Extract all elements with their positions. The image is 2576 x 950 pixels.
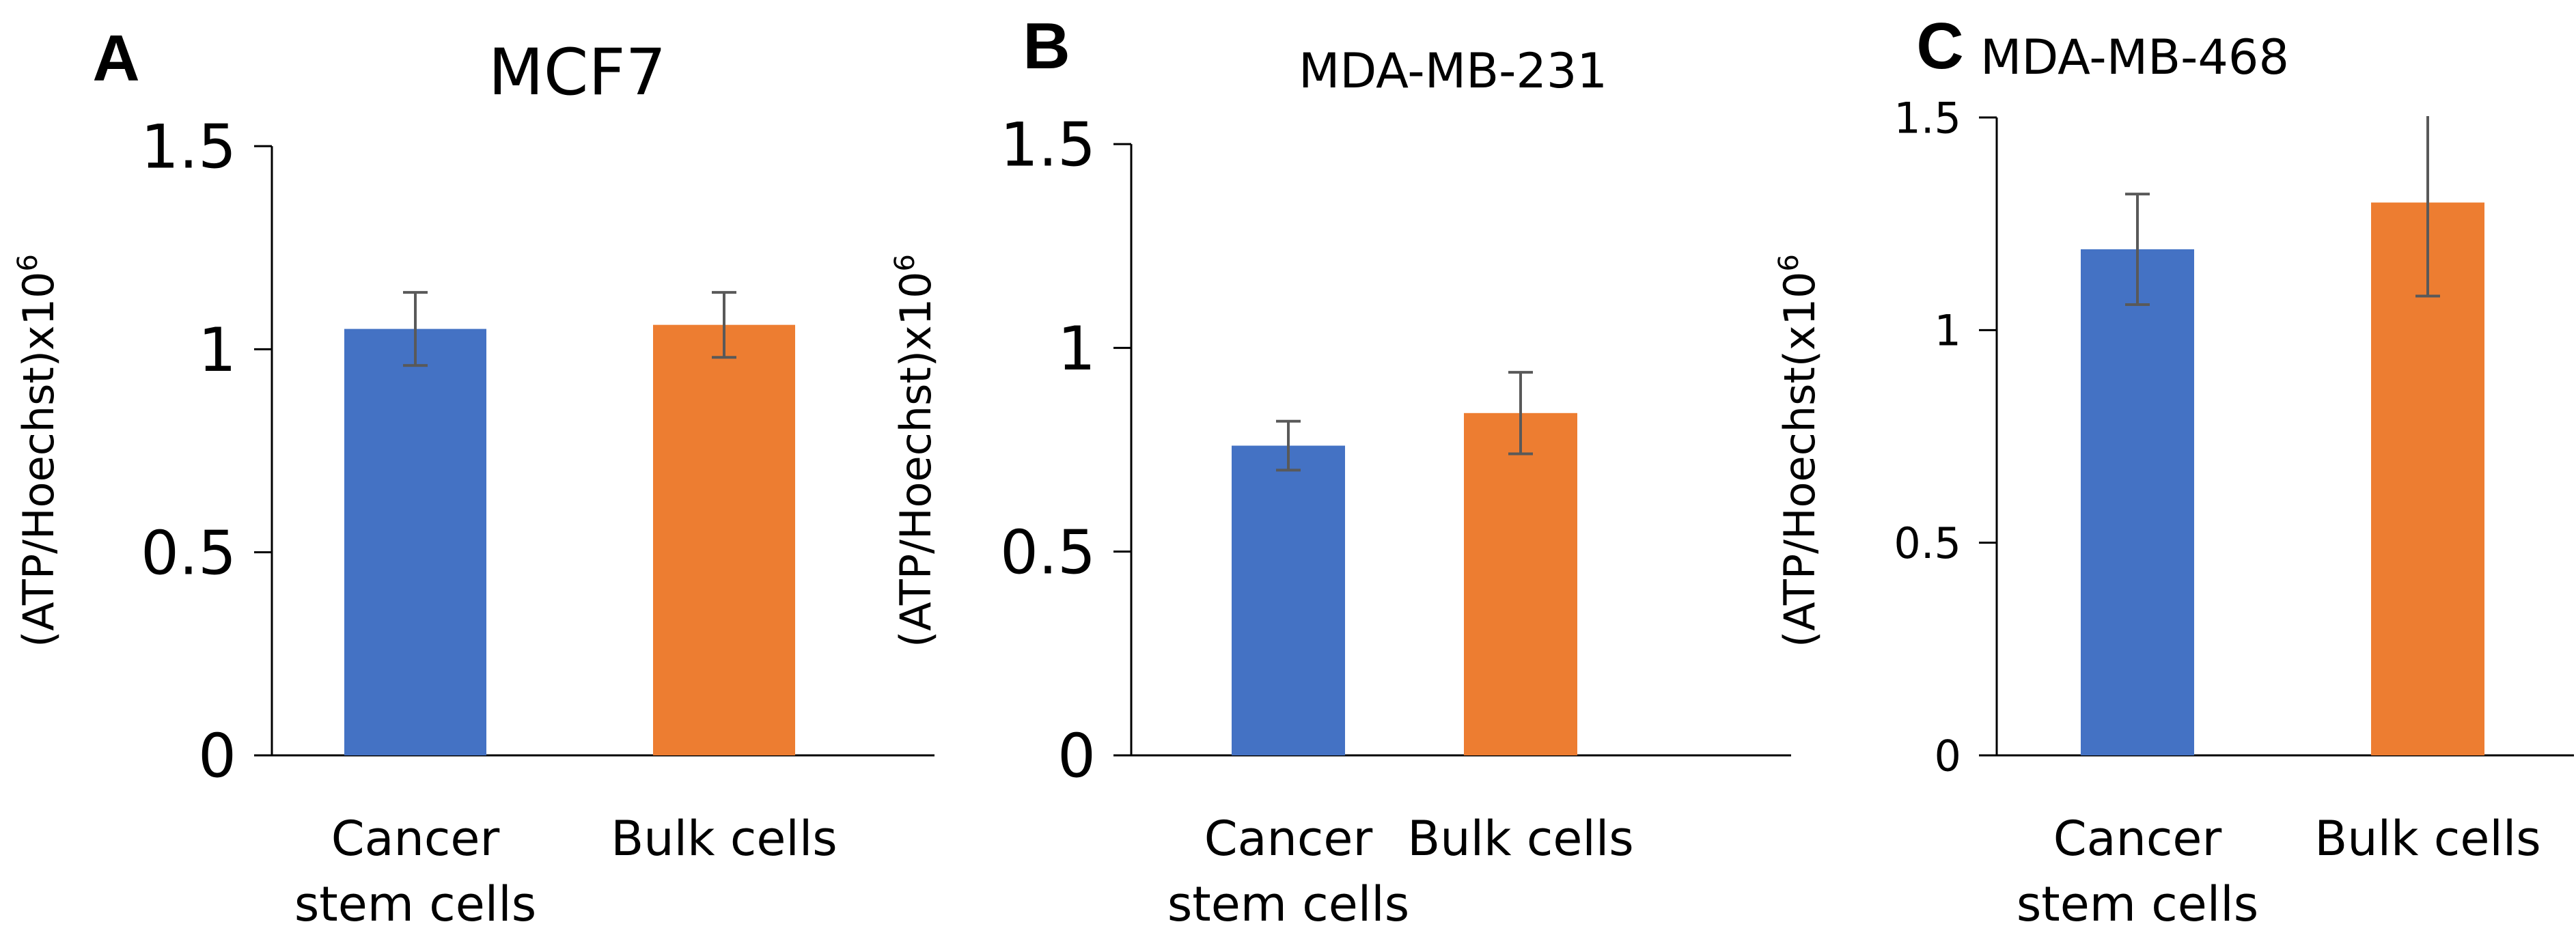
x-category-label: Cancer [2053,811,2222,867]
y-tick-label: 0 [198,721,236,792]
chart-panel-a: A MCF7(ATP/Hoechst)x10600.511.5Cancerstem… [12,22,934,932]
x-category-label: Cancer [331,811,500,867]
y-axis-label-superscript: 6 [889,254,921,271]
chart-title: MCF7 [488,36,667,110]
x-category-label: stem cells [1167,876,1409,932]
bar-bulk-cells [653,324,795,755]
y-tick-label: 1 [1935,306,1961,356]
chart-title: MDA-MB-231 [1299,43,1607,99]
y-axis-label-text: (ATP/Hoechst)x10 [14,272,64,647]
y-tick-label: 0 [1935,731,1961,781]
x-category-label: stem cells [294,876,536,932]
y-axis-label-text: (ATP/Hoechst(x10 [1775,272,1825,647]
panel-letter: B [1023,10,1070,83]
y-tick-label: 0.5 [1000,517,1096,587]
x-category-label: Bulk cells [1407,811,1634,867]
bar-cancer-stem-cells [1232,445,1345,755]
bar-cancer-stem-cells [344,329,486,756]
y-axis-label: (ATP/Hoechst(x106 [1773,254,1825,647]
chart-title: MDA-MB-468 [1980,29,2289,85]
x-category-label: Bulk cells [611,811,837,867]
y-axis-label-text: (ATP/Hoechst)x10 [891,272,941,647]
y-tick-label: 1.5 [141,112,236,182]
y-tick-label: 0.5 [1894,518,1961,568]
panel-letter: C [1916,10,1963,83]
chart-panel-c: C MDA-MB-468 (ATP/Hoechst(x106 0 0.5 1 1.5 Canc… [1773,10,2574,932]
y-axis-label-superscript: 6 [12,254,44,271]
y-tick-label: 0.5 [141,518,236,588]
x-category-label: stem cells [2017,876,2258,932]
y-tick-label: 0 [1057,721,1096,792]
y-axis-label: (ATP/Hoechst)x106 [12,254,64,647]
y-axis-label: (ATP/Hoechst)x106 [889,254,941,647]
chart-panel-b: B MDA-MB-231 (ATP/Hoechst)x106 0 0.5 1 1.5 Canc… [889,10,1791,932]
x-category-label: Bulk cells [2314,811,2541,867]
panel-letter: A [92,22,139,95]
y-axis-label-superscript: 6 [1773,254,1805,271]
y-tick-label: 1.5 [1000,110,1096,180]
bar-bulk-cells [1464,413,1577,755]
y-tick-label: 1 [198,315,236,385]
x-category-label: Cancer [1204,811,1373,867]
y-tick-label: 1.5 [1894,93,1961,143]
bar-cancer-stem-cells [2081,249,2194,755]
y-tick-label: 1 [1057,313,1096,384]
